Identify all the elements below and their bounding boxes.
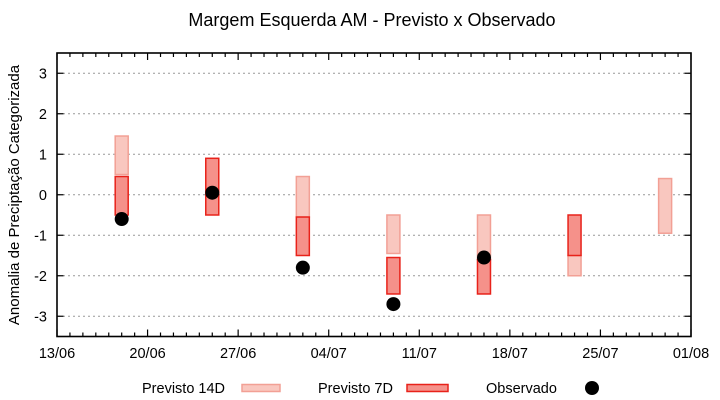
chart-title: Margem Esquerda AM - Previsto x Observad…: [188, 10, 555, 30]
y-tick-label: -2: [34, 269, 47, 285]
legend-label-previsto-14d: Previsto 14D: [142, 381, 225, 397]
bar-previsto-14d: [386, 214, 401, 255]
y-tick-label: -3: [34, 309, 47, 325]
x-tick-label: 13/06: [39, 346, 75, 362]
bar-previsto-14d: [567, 254, 582, 277]
y-axis-label: Anomalia de Preciptação Categorizada: [6, 64, 23, 325]
observed-dots: [114, 185, 491, 312]
bar-previsto-7d: [476, 258, 492, 295]
legend-swatch-previsto-7d: [406, 383, 449, 393]
y-tick-label: 1: [39, 147, 47, 163]
y-tick-label: 3: [39, 66, 47, 82]
bar-previsto-7d: [567, 214, 582, 257]
observado-dot: [295, 260, 310, 275]
legend-swatch-observado-dot: [585, 381, 599, 395]
bar-previsto-7d: [295, 216, 311, 257]
legend-label-observado: Observado: [486, 381, 557, 397]
x-tick-label: 01/08: [673, 346, 709, 362]
y-tick-label: -1: [34, 228, 47, 244]
bar-previsto-14d: [295, 175, 311, 218]
bar-previsto-14d: [657, 177, 673, 234]
legend-swatch-previsto-14d: [241, 383, 281, 393]
bar-previsto-7d: [386, 256, 401, 295]
bar-previsto-14d: [114, 135, 129, 176]
observado-dot: [205, 185, 220, 200]
x-tick-label: 11/07: [402, 346, 437, 362]
bar-previsto-7d: [114, 175, 129, 216]
observado-dot: [114, 212, 129, 227]
y-tick-label: 0: [39, 188, 47, 204]
x-tick-label: 27/06: [220, 346, 256, 362]
y-tick-label: 2: [39, 107, 47, 123]
forecast-bars: [114, 135, 673, 295]
observado-dot: [476, 250, 491, 265]
x-tick-label: 20/06: [129, 346, 165, 362]
x-tick-label: 18/07: [492, 346, 528, 362]
legend-label-previsto-7d: Previsto 7D: [318, 381, 393, 397]
gridlines: [58, 72, 690, 317]
axes-and-ticks: 13/06 20/06 27/06 04/07 11/07 18/07 25/07 01/08…: [34, 52, 709, 362]
x-tick-label: 25/07: [582, 346, 618, 362]
observado-dot: [386, 297, 401, 312]
legend-swatches: [241, 381, 599, 395]
x-tick-label: 04/07: [311, 346, 347, 362]
